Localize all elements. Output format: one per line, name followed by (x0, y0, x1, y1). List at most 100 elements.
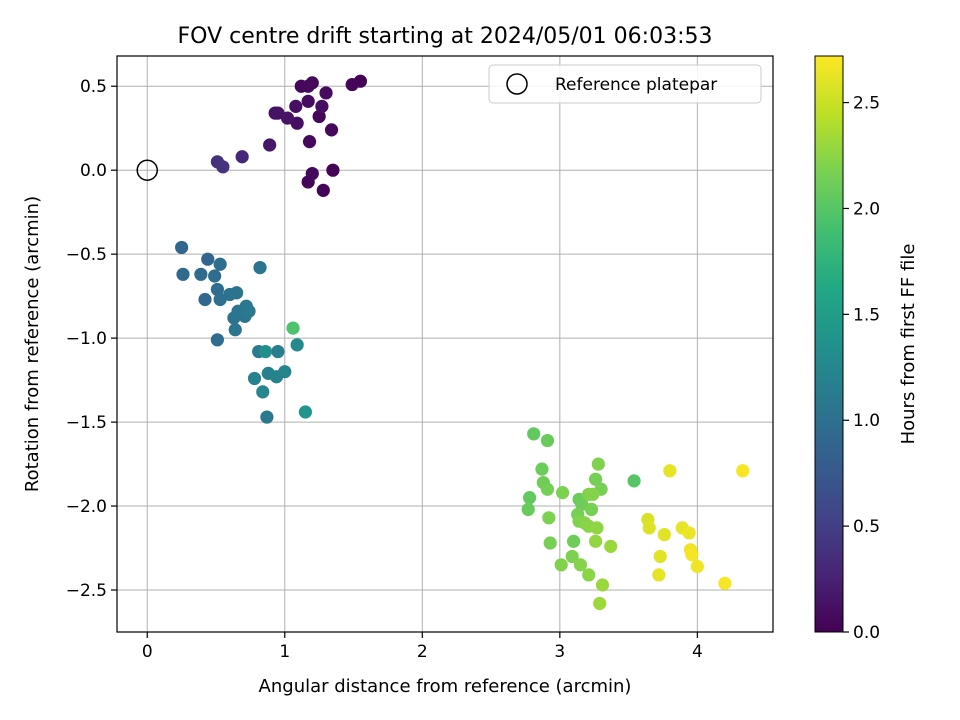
data-point (522, 491, 537, 505)
plot-frame (116, 55, 774, 633)
x-tick-label: 0 (142, 642, 153, 662)
data-point (260, 410, 274, 424)
data-point (685, 548, 699, 562)
data-point (573, 558, 588, 572)
data-point (194, 267, 208, 281)
data-point (315, 99, 329, 113)
data-point (201, 252, 215, 266)
data-point (345, 77, 359, 92)
data-point (258, 344, 273, 359)
data-point (312, 109, 326, 124)
x-tick-label: 1 (279, 642, 290, 662)
data-point (228, 323, 242, 337)
data-point (302, 135, 317, 149)
data-point (653, 549, 667, 564)
data-point (271, 344, 285, 359)
colorbar-ticks: 0.0 0.5 1.0 1.5 2.0 2.5 (843, 94, 880, 643)
data-point (198, 292, 212, 307)
data-point (301, 79, 315, 93)
data-point (588, 472, 603, 486)
legend-marker (506, 73, 528, 95)
data-point (543, 536, 557, 550)
data-point (652, 568, 666, 582)
data-point (521, 502, 535, 517)
data-point (627, 474, 641, 488)
colorbar-tick-label: 2.5 (853, 94, 880, 114)
data-point (305, 166, 319, 181)
y-tick-label: 0.0 (80, 161, 107, 181)
x-axis-ticks: 0 1 2 3 4 (142, 632, 703, 662)
data-point (319, 86, 333, 100)
x-tick-label: 2 (417, 642, 428, 662)
data-point (208, 269, 222, 283)
colorbar-tick-label: 1.0 (853, 411, 880, 431)
data-point (565, 549, 579, 564)
data-point (554, 558, 568, 572)
data-point (213, 257, 227, 271)
y-axis-ticks: 0.5 0.0 −0.5 −1.0 −1.5 −2.0 −2.5 (66, 77, 117, 601)
x-tick-label: 4 (692, 642, 703, 662)
data-point (216, 160, 230, 174)
data-point (301, 94, 315, 108)
y-tick-label: −1.0 (66, 329, 107, 349)
data-point (242, 304, 256, 318)
colorbar-gradient (814, 55, 844, 633)
x-axis-label: Angular distance from reference (arcmin) (259, 676, 632, 697)
data-point (280, 111, 295, 125)
data-point (540, 433, 555, 448)
data-point (542, 511, 556, 525)
data-points (175, 74, 750, 611)
data-point (316, 183, 330, 197)
data-point (718, 576, 732, 590)
data-point (210, 333, 224, 347)
data-point (247, 371, 262, 386)
data-point (540, 482, 555, 496)
data-point (289, 99, 303, 113)
colorbar-tick-label: 0.0 (853, 623, 880, 643)
data-point (210, 282, 224, 297)
data-point (176, 267, 190, 281)
data-point (235, 150, 249, 164)
data-point (593, 596, 607, 611)
data-point (590, 521, 604, 535)
data-point (324, 123, 339, 137)
data-point (690, 559, 704, 574)
y-tick-label: −1.5 (66, 413, 107, 433)
y-tick-label: 0.5 (80, 77, 107, 97)
data-point (595, 578, 610, 592)
data-point (263, 138, 277, 152)
data-point (584, 502, 599, 517)
y-tick-label: −2.5 (66, 581, 107, 601)
data-point (566, 534, 581, 548)
colorbar-label: Hours from first FF file (898, 244, 919, 445)
legend: Reference platepar (488, 64, 762, 104)
y-tick-label: −2.0 (66, 497, 107, 517)
data-point (286, 321, 300, 335)
colorbar-tick-label: 1.5 (853, 305, 880, 325)
data-point (588, 534, 603, 548)
data-point (642, 521, 656, 535)
data-point (586, 487, 600, 501)
reference-marker (136, 159, 159, 181)
data-point (582, 568, 596, 582)
data-point (256, 385, 270, 399)
data-point (326, 163, 340, 177)
reference-point (136, 159, 159, 181)
x-tick-label: 3 (554, 642, 565, 662)
data-point (682, 526, 696, 540)
data-point (527, 427, 541, 441)
colorbar: 0.0 0.5 1.0 1.5 2.0 2.5 Hours from first FF f… (814, 55, 919, 643)
data-point (290, 338, 304, 352)
y-axis-label: Rotation from reference (arcmin) (22, 196, 43, 492)
data-point (555, 486, 570, 500)
data-point (278, 365, 292, 379)
data-point (535, 462, 549, 476)
legend-box (488, 64, 762, 104)
colorbar-tick-label: 0.5 (853, 517, 880, 537)
data-point (230, 286, 244, 300)
data-point (298, 405, 313, 419)
data-point (657, 528, 671, 542)
data-point (591, 457, 605, 471)
colorbar-tick-label: 2.0 (853, 199, 880, 219)
